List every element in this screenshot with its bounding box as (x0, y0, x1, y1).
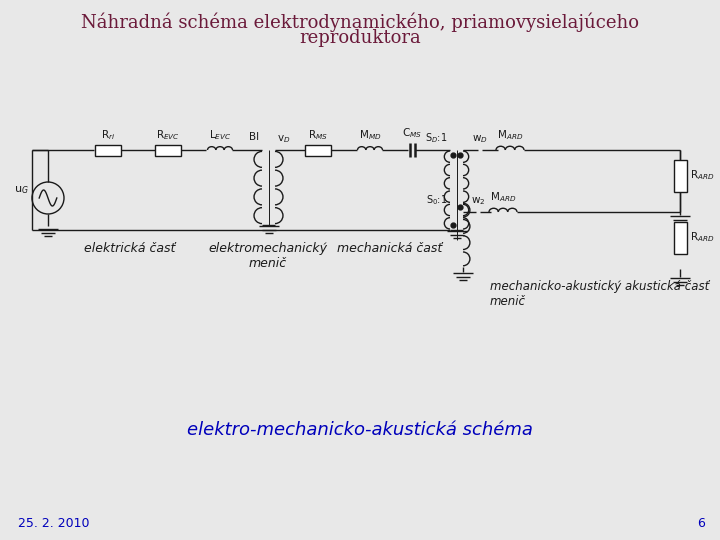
Text: R$_{ARD}$: R$_{ARD}$ (690, 168, 714, 183)
Bar (95, 145, 121, 156)
Text: 25. 2. 2010: 25. 2. 2010 (18, 517, 89, 530)
Text: S$_0$:1: S$_0$:1 (426, 193, 447, 207)
Text: M$_{ARD}$: M$_{ARD}$ (490, 190, 516, 204)
Text: C$_{MS}$: C$_{MS}$ (402, 126, 422, 140)
Text: R$_{ARD}$: R$_{ARD}$ (690, 231, 714, 245)
Text: 6: 6 (697, 517, 705, 530)
Text: S$_D$:1: S$_D$:1 (425, 131, 447, 145)
Bar (305, 145, 331, 156)
Text: M$_{ARD}$: M$_{ARD}$ (497, 128, 523, 142)
Text: Bl: Bl (249, 132, 259, 142)
Text: elektromechanický
menič: elektromechanický menič (209, 242, 328, 270)
Text: R$_{EVC}$: R$_{EVC}$ (156, 128, 180, 142)
Text: reproduktora: reproduktora (299, 29, 421, 47)
Text: M$_{MD}$: M$_{MD}$ (359, 128, 382, 142)
Text: w$_D$: w$_D$ (472, 133, 488, 145)
Text: L$_{EVC}$: L$_{EVC}$ (209, 128, 231, 142)
Text: mechanická časť: mechanická časť (338, 242, 443, 255)
Bar (673, 221, 686, 253)
Text: w$_2$: w$_2$ (471, 195, 485, 207)
Bar (155, 145, 181, 156)
Text: mechanicko-akustický akustická časť
menič: mechanicko-akustický akustická časť meni… (490, 280, 709, 308)
Text: v$_D$: v$_D$ (277, 133, 290, 145)
Text: R$_{MS}$: R$_{MS}$ (308, 128, 328, 142)
Text: elektrická časť: elektrická časť (84, 242, 176, 255)
Text: u$_G$: u$_G$ (14, 184, 29, 196)
Text: R$_{ri}$: R$_{ri}$ (101, 128, 115, 142)
Bar (673, 159, 686, 192)
Text: elektro-mechanicko-akustická schéma: elektro-mechanicko-akustická schéma (187, 421, 533, 439)
Text: Náhradná schéma elektrodynamického, priamovysielajúceho: Náhradná schéma elektrodynamického, pria… (81, 13, 639, 32)
